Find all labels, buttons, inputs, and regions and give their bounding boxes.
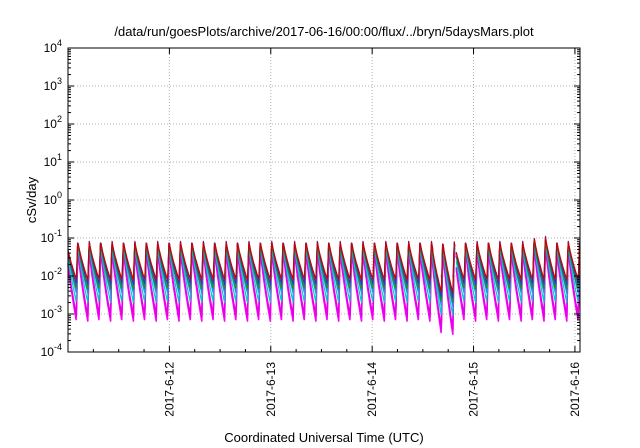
y-tick-label: 101 [44,152,62,169]
y-tick-label: 103 [44,76,62,93]
y-tick-label: 10-3 [41,304,62,321]
x-tick-label: 2017-6-15 [467,362,481,417]
x-axis-label: Coordinated Universal Time (UTC) [224,430,423,445]
plot-frame [67,47,581,353]
y-tick-label: 104 [44,38,62,55]
y-tick-label: 100 [44,190,62,207]
y-tick-label: 10-2 [41,266,62,283]
ticks: 10-4 10-3 10-2 10-1 100 101 102 103 104 2017-6-12… [41,38,582,417]
y-tick-label: 10-4 [41,342,62,359]
x-tick-label: 2017-6-13 [264,362,278,417]
y-tick-label: 10-1 [41,228,62,245]
chart-title: /data/run/goesPlots/archive/2017-06-16/0… [114,24,534,39]
x-tick-label: 2017-6-12 [162,362,176,417]
x-tick-label: 2017-6-16 [568,362,582,417]
series-line [67,236,581,294]
y-axis-label: cSv/day [24,176,39,223]
x-tick-label: 2017-6-14 [365,362,379,417]
y-tick-label: 102 [44,114,62,131]
series-group [67,235,581,336]
